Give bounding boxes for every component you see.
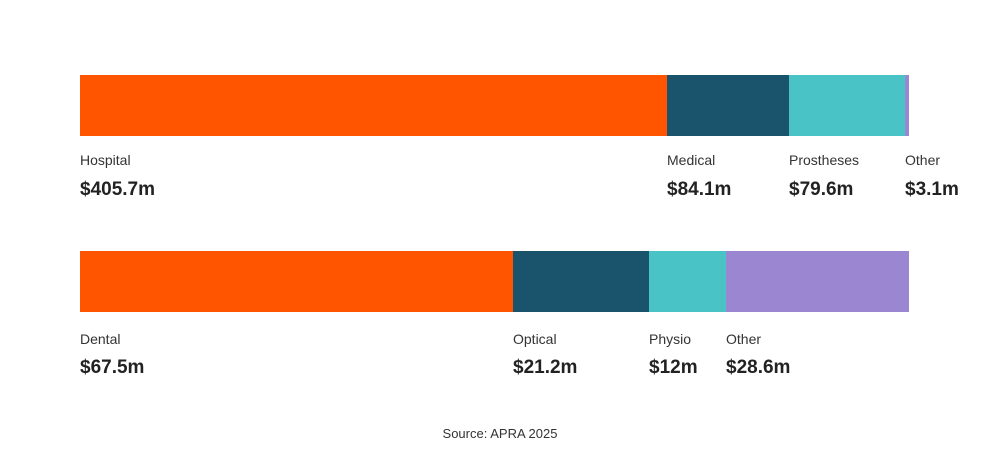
bar-segment-dental	[80, 251, 513, 312]
stacked-bar-2	[80, 251, 909, 312]
value-label: $28.6m	[726, 357, 791, 378]
bar-segment-other	[726, 251, 909, 312]
category-label: Other	[905, 152, 941, 168]
bar-segment-physio	[649, 251, 726, 312]
bar-segment-optical	[513, 251, 649, 312]
category-label: Hospital	[80, 152, 131, 168]
bar-segment-other	[905, 75, 909, 136]
bar-segment-prostheses	[789, 75, 905, 136]
bar-segment-hospital	[80, 75, 667, 136]
value-label: $79.6m	[789, 179, 854, 200]
category-label: Optical	[513, 331, 557, 347]
value-label: $3.1m	[905, 179, 959, 200]
value-label: $405.7m	[80, 179, 156, 200]
value-label: $21.2m	[513, 357, 578, 378]
value-label: $84.1m	[667, 179, 732, 200]
category-label: Physio	[649, 331, 692, 347]
stacked-bar-1	[80, 75, 909, 136]
category-label: Other	[726, 331, 762, 347]
source-note: Source: APRA 2025	[442, 426, 558, 441]
value-label: $67.5m	[80, 357, 145, 378]
category-label: Medical	[667, 152, 716, 168]
category-label: Dental	[80, 331, 121, 347]
bar-segment-medical	[667, 75, 789, 136]
value-label: $12m	[649, 357, 698, 378]
category-label: Prostheses	[789, 152, 860, 168]
